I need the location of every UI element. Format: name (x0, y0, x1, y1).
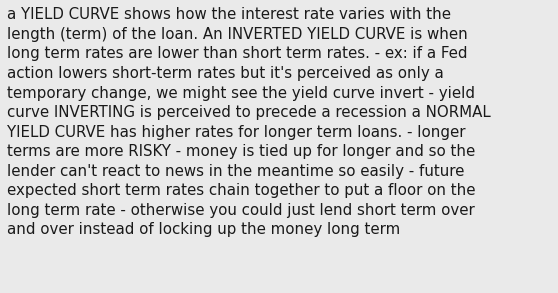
Text: a YIELD CURVE shows how the interest rate varies with the
length (term) of the l: a YIELD CURVE shows how the interest rat… (7, 7, 490, 238)
